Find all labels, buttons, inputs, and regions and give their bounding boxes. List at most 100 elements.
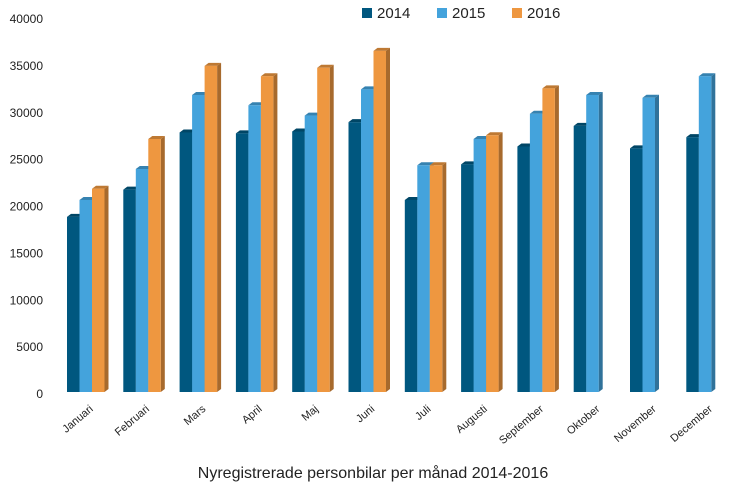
chart-title: Nyregistrerade personbilar per månad 201… [198,464,549,482]
x-tick-label: December [668,403,715,445]
bar-2015-oktober [586,91,603,392]
bar [248,105,261,392]
x-tick-label: Januari [60,403,95,435]
y-tick-label: 20000 [10,200,44,214]
bar [429,165,443,392]
bar-side [554,85,559,392]
bar-top [148,136,165,139]
bar [417,165,430,392]
bar [686,137,699,392]
bar [148,139,161,392]
bar-2016-juli [429,162,447,392]
bar-top [135,166,153,169]
bar-top [67,213,84,217]
y-tick-label: 30000 [10,106,44,120]
bar [486,135,499,392]
legend-label-2016: 2016 [527,5,560,22]
y-tick-label: 25000 [10,153,44,167]
bar-2016-augusti [486,132,503,392]
bar-top [235,130,253,134]
bar-side [598,91,603,392]
bar-top [686,134,703,138]
bar-side [273,73,278,392]
bar [529,113,543,392]
bar [304,115,318,392]
bar-top [348,119,365,123]
bar-top [361,86,378,90]
bar-top [429,162,447,166]
bar-top [417,162,434,166]
bar [461,164,474,392]
bar [135,169,149,392]
bar-side [160,136,165,392]
bar [317,67,330,392]
y-tick-label: 15000 [10,246,44,260]
x-tick-label: November [612,403,659,445]
bar-top [79,196,96,200]
bar-top [573,122,591,126]
x-tick-label: April [240,403,265,426]
bar-top [373,47,390,51]
x-tick-label: September [497,403,546,447]
legend-swatch-2014 [362,8,372,18]
bar-top [486,132,503,136]
bar [373,50,386,392]
bar-side [442,162,447,392]
bar [348,122,361,392]
bar-2016-september [542,85,559,392]
bar [642,97,655,392]
bar [204,65,218,392]
bar [123,189,136,392]
bar-2016-april [260,73,278,392]
bar-side [217,62,222,392]
bar-top [642,94,659,98]
bar-top [304,112,322,116]
bar [473,139,487,392]
bar-2016-juni [373,47,390,392]
bar-top [529,110,547,114]
bar [235,133,249,392]
bar [517,146,530,392]
bar-top [586,91,603,95]
bar [79,199,92,392]
bar-top [248,102,265,106]
bar-top [473,136,491,139]
bar-side [711,73,716,392]
y-tick-label: 0 [36,387,43,401]
x-tick-label: Oktober [565,403,603,438]
legend-swatch-2015 [437,8,447,18]
bar [292,131,305,392]
bar-top [292,128,309,132]
bar-2015-november [642,94,659,392]
x-tick-label: Juni [354,403,377,425]
bar-2016-maj [317,64,334,392]
bar-side [329,64,334,392]
x-tick-label: Juli [413,403,433,423]
bar-top [92,185,109,189]
legend-swatch-2016 [512,8,522,18]
x-tick-label: Mars [182,403,209,428]
y-tick-label: 35000 [10,59,44,73]
bar [573,125,587,392]
y-tick-label: 40000 [10,12,44,26]
bar-top [630,145,647,149]
bar [586,94,599,392]
bar [179,132,193,392]
bar [192,94,205,392]
bar-side [498,132,503,392]
bar [542,88,555,392]
y-tick-label: 5000 [16,340,43,354]
bar-side [104,185,109,392]
bar [260,76,274,392]
x-tick-label: Maj [300,403,321,424]
bar [92,188,105,392]
bar-top [698,73,716,77]
bar-side [655,94,659,392]
bar-2015-december [698,73,716,392]
bar-top [542,85,559,89]
bar-top [317,64,334,68]
bar [404,199,418,392]
bar-side [386,47,390,392]
